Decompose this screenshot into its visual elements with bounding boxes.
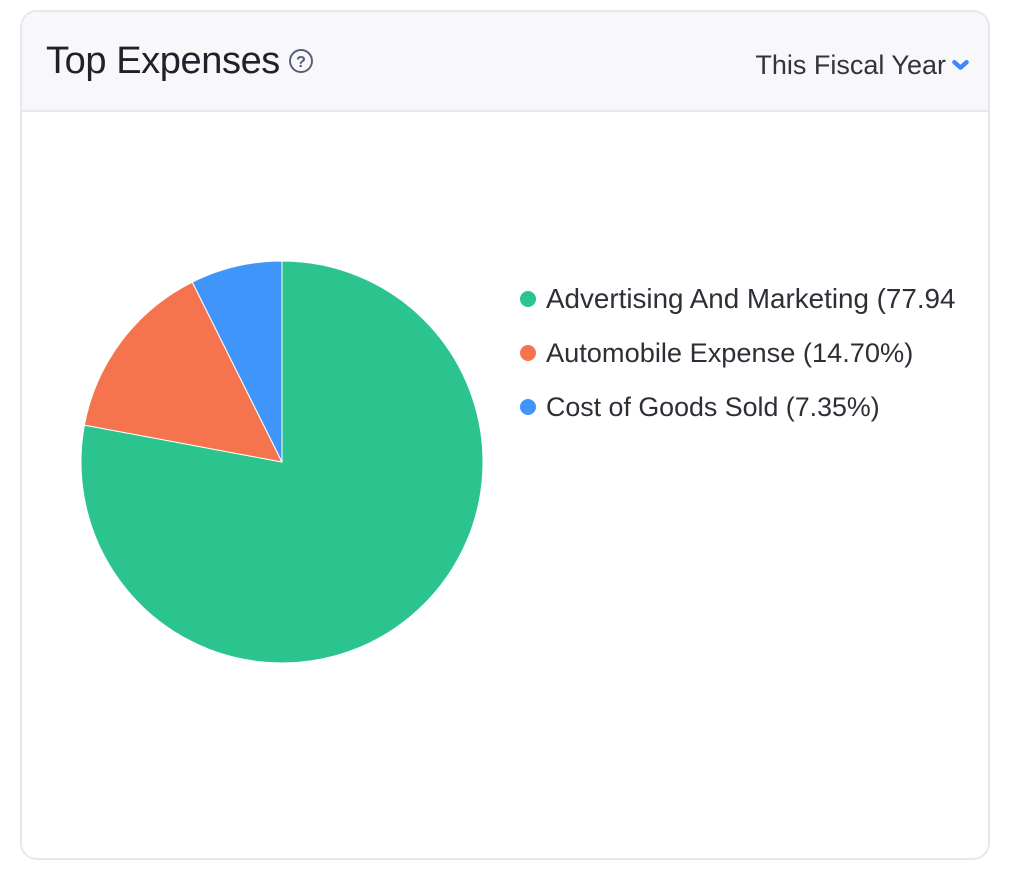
svg-text:?: ? — [296, 54, 306, 71]
